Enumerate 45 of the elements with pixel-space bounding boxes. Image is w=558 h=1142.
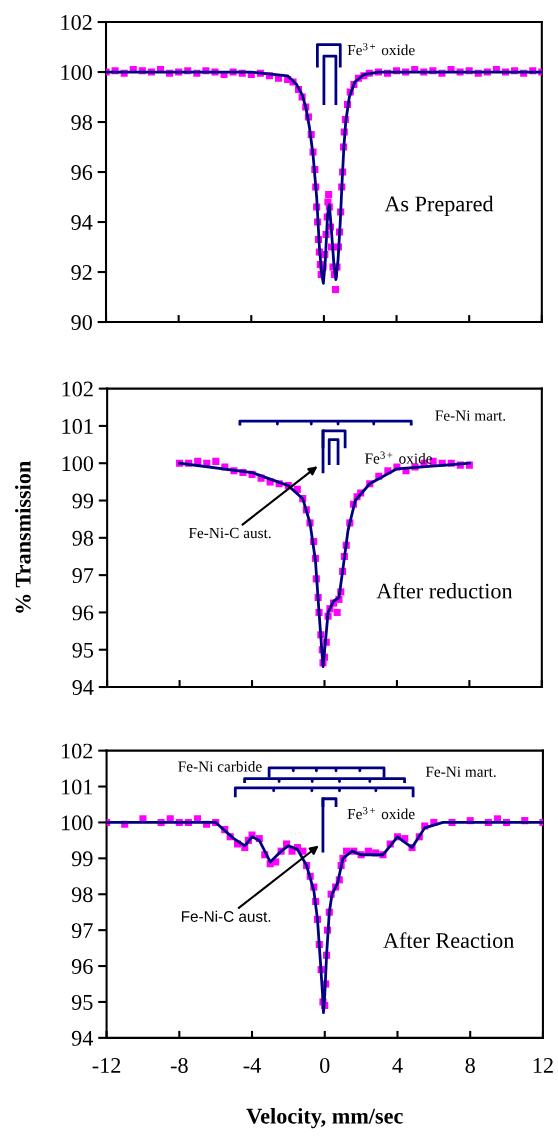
x-tick-label: -12 (92, 1058, 121, 1073)
y-tick-label: 102 (62, 743, 93, 759)
x-tick-label: -8 (170, 1057, 188, 1073)
y-tick-label: 101 (62, 418, 93, 434)
series-label: Fe-Ni mart. (425, 766, 496, 777)
y-tick-label: 99 (71, 851, 93, 867)
x-tick-label: -4 (243, 1058, 261, 1073)
x-tick-label: 8 (465, 1057, 475, 1073)
y-tick-label: 102 (61, 14, 92, 30)
y-tick-label: 98 (71, 114, 92, 130)
y-tick-label: 95 (72, 642, 94, 658)
x-axis-title: Velocity, mm/sec (246, 1108, 403, 1129)
y-tick-label: 90 (71, 314, 92, 330)
y-tick-label: 97 (72, 568, 94, 584)
y-tick-label: 92 (71, 265, 92, 280)
y-tick-label: 102 (62, 381, 93, 397)
series-label: Fe$^{3+}$ oxide (347, 43, 415, 56)
y-axis-title: % Transmission (15, 461, 31, 613)
x-tick-label: 4 (392, 1058, 403, 1073)
y-tick-label: 100 (61, 64, 92, 80)
y-tick-label: 94 (71, 1030, 94, 1046)
y-tick-label: 94 (71, 215, 93, 230)
y-tick-label: 94 (72, 680, 94, 695)
y-tick-label: 100 (62, 815, 93, 831)
series-label: Fe$^{3+}$ oxide (365, 451, 433, 464)
y-tick-label: 101 (62, 779, 93, 795)
x-tick-label: 12 (533, 1058, 553, 1073)
series-label: Fe-Ni carbide (178, 760, 262, 772)
y-tick-label: 97 (71, 923, 93, 939)
text: Fe-Ni-C aust. (188, 527, 271, 539)
series-label: Fe-Ni mart. (435, 410, 506, 421)
annotation: After reduction (376, 582, 513, 599)
y-tick-label: 99 (72, 493, 94, 509)
y-tick-label: 98 (72, 530, 94, 546)
series-label: Fe$^{3+}$ oxide (347, 807, 415, 820)
y-tick-label: 98 (71, 887, 93, 903)
y-tick-label: 96 (72, 605, 94, 621)
y-tick-label: 100 (62, 456, 94, 472)
y-tick-label: 95 (71, 994, 93, 1010)
text: Fe-Ni-C aust. (181, 910, 271, 922)
annotation: After Reaction (383, 932, 515, 949)
annotation: As Prepared (384, 195, 494, 217)
y-tick-label: 96 (71, 959, 93, 974)
y-tick-label: 96 (71, 165, 93, 180)
x-tick-label: 0 (320, 1057, 330, 1073)
